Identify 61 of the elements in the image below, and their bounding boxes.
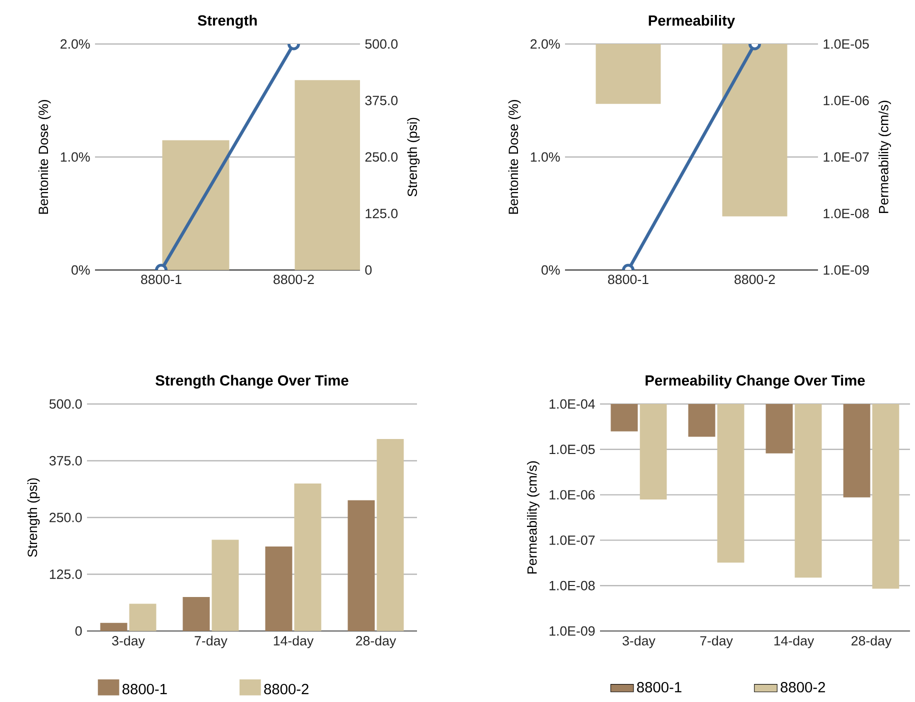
y-tick-label: 1.0E-06 [550,490,595,500]
x-tick-label: 14-day [774,636,814,648]
legend-label: 8800-1 [637,682,682,692]
bar [294,483,322,631]
bar [212,540,239,631]
y-axis-title: Permeability (cm/s) [527,461,540,574]
y2-tick-label: 500.0 [365,39,398,49]
y-tick-label: 1.0E-09 [550,626,595,636]
legend-label: 8800-2 [780,682,825,692]
y-axis-title: Bentonite Dose (%) [508,100,521,214]
x-tick-label: 14-day [274,636,314,648]
y-tick-label: 1.0E-08 [550,580,595,590]
y2-tick-label: 0 [365,265,372,275]
y2-axis-title: Permeability (cm/s) [878,100,891,213]
x-tick-label: 8800-1 [141,274,182,284]
chart-title: Permeability Change Over Time [646,374,865,389]
y-tick-label: 1.0E-05 [550,444,595,454]
bar [348,500,375,631]
chart-title: Strength Change Over Time [156,374,348,389]
x-tick-label: 28-day [852,636,892,648]
chart-title: Permeability [648,14,736,29]
y-tick-label: 1.0% [530,152,560,162]
y2-axis-title: Strength (psi) [407,118,420,196]
x-tick-label: 3-day [622,636,656,648]
y-tick-label: 0 [75,626,82,636]
legend-label: 8800-1 [122,684,167,694]
y-tick-label: 2.0% [530,39,560,49]
chart-title: Strength [198,14,257,29]
y2-tick-label: 1.0E-06 [824,96,869,106]
y2-tick-label: 250.0 [365,152,398,162]
bar [129,604,156,631]
y2-tick-label: 1.0E-05 [824,39,869,49]
y2-tick-label: 1.0E-08 [824,208,869,218]
y2-tick-label: 375.0 [365,96,398,106]
y-tick-label: 125.0 [50,570,82,579]
bar [182,596,210,631]
x-tick-label: 3-day [112,636,145,648]
y-axis-title: Strength (psi) [27,478,40,557]
y2-tick-label: 1.0E-07 [824,152,869,162]
x-tick-label: 28-day [356,636,396,648]
y2-tick-label: 125.0 [366,208,398,218]
bar [265,546,292,631]
y2-tick-label: 1.0E-09 [824,265,869,275]
y-tick-label: 1.0E-04 [550,399,595,409]
y-tick-label: 0% [72,265,90,275]
y-tick-label: 2.0% [60,39,90,49]
bar [100,622,128,631]
y-tick-label: 0% [542,265,560,275]
y-tick-label: 1.0E-07 [550,535,595,545]
x-tick-label: 8800-2 [274,274,314,284]
y-tick-label: 1.0% [60,152,90,162]
y-tick-label: 250.0 [50,512,82,522]
bar [376,438,404,631]
y-axis-title: Bentonite Dose (%) [38,100,51,214]
y-tick-label: 500.0 [49,399,82,409]
y-tick-label: 375.0 [49,456,82,466]
x-tick-label: 7-day [700,636,733,648]
x-tick-label: 7-day [194,636,228,648]
x-tick-label: 8800-2 [734,274,775,284]
x-tick-label: 8800-1 [608,274,648,284]
legend-label: 8800-2 [264,684,308,694]
